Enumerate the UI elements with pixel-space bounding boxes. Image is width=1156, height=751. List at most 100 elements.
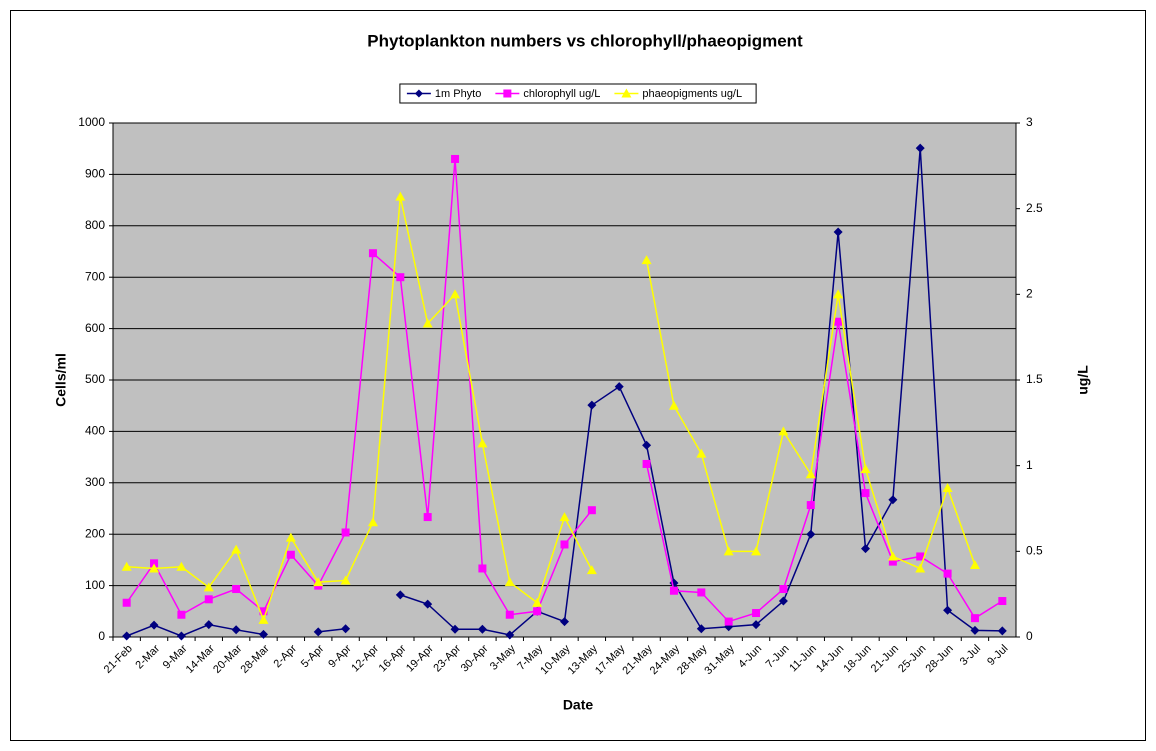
y2-tick-label: 3	[1026, 115, 1033, 129]
marker	[505, 610, 514, 619]
marker	[806, 501, 815, 510]
marker	[586, 565, 597, 575]
marker	[504, 577, 515, 587]
y2-tick-label: 0.5	[1026, 544, 1043, 558]
marker	[423, 513, 432, 522]
marker	[998, 597, 1007, 606]
marker	[560, 617, 569, 627]
marker	[258, 614, 269, 624]
marker	[451, 154, 460, 163]
marker	[149, 620, 159, 630]
marker	[942, 482, 953, 492]
x-axis-label: Date	[563, 697, 594, 713]
y-tick-label: 800	[85, 218, 105, 232]
marker	[422, 318, 433, 328]
marker	[149, 563, 160, 573]
y-tick-label: 400	[85, 424, 105, 438]
marker	[943, 605, 953, 615]
marker	[395, 191, 406, 201]
marker	[477, 438, 488, 448]
y-axis-label: Cells/ml	[53, 353, 69, 407]
marker	[696, 624, 706, 634]
y-tick-label: 0	[98, 629, 105, 643]
y-tick-label: 700	[85, 269, 105, 283]
marker	[478, 564, 487, 573]
marker	[805, 469, 816, 479]
marker	[340, 575, 351, 585]
marker	[313, 577, 324, 587]
marker	[970, 614, 979, 623]
marker	[395, 590, 405, 600]
marker	[368, 249, 377, 258]
marker	[477, 624, 487, 634]
marker	[806, 529, 816, 539]
marker	[259, 629, 268, 639]
marker	[313, 627, 323, 637]
marker	[969, 560, 980, 570]
marker	[450, 624, 460, 634]
marker	[860, 464, 871, 474]
legend-label: 1m Phyto	[435, 88, 481, 100]
y-tick-label: 600	[85, 321, 105, 335]
marker	[122, 598, 131, 607]
y-tick-label: 100	[85, 578, 105, 592]
marker	[396, 273, 405, 282]
marker	[533, 607, 542, 616]
marker	[532, 597, 543, 607]
marker	[696, 448, 707, 458]
marker	[614, 382, 624, 392]
marker	[888, 557, 897, 566]
marker	[176, 561, 187, 571]
marker	[231, 544, 242, 554]
marker	[560, 540, 569, 549]
marker	[285, 532, 296, 542]
y-tick-label: 900	[85, 167, 105, 181]
marker	[833, 227, 843, 237]
marker	[286, 550, 295, 559]
y-tick-label: 1000	[78, 115, 105, 129]
marker	[752, 609, 761, 618]
marker	[341, 624, 351, 634]
marker	[341, 528, 350, 537]
y2-tick-label: 2	[1026, 287, 1033, 301]
marker	[723, 546, 734, 556]
marker	[887, 551, 898, 561]
marker	[834, 317, 843, 326]
marker	[231, 625, 241, 635]
marker	[915, 143, 925, 153]
marker	[861, 489, 870, 498]
marker	[204, 595, 213, 604]
marker	[150, 559, 159, 568]
marker	[669, 586, 678, 595]
marker	[587, 506, 596, 515]
marker	[204, 620, 214, 630]
marker	[778, 596, 788, 606]
marker	[943, 569, 952, 578]
marker	[450, 289, 461, 299]
series-line	[126, 158, 1003, 623]
marker	[176, 631, 186, 641]
marker	[559, 512, 570, 522]
marker	[642, 440, 652, 450]
marker	[177, 610, 186, 619]
y-tick-label: 300	[85, 475, 105, 489]
marker	[833, 289, 844, 299]
marker	[751, 546, 762, 556]
marker	[778, 426, 789, 436]
marker	[122, 631, 132, 641]
marker	[121, 561, 132, 571]
marker	[641, 255, 652, 265]
marker	[888, 495, 898, 505]
chart-title: Phytoplankton numbers vs chlorophyll/pha…	[367, 31, 803, 50]
legend-marker	[503, 89, 512, 98]
y-tick-label: 500	[85, 372, 105, 386]
marker	[587, 400, 597, 410]
marker	[751, 620, 761, 630]
marker	[423, 599, 433, 609]
marker	[367, 517, 378, 527]
legend-marker	[621, 88, 632, 98]
legend-marker	[414, 89, 423, 98]
marker	[668, 400, 679, 410]
marker	[861, 544, 870, 554]
